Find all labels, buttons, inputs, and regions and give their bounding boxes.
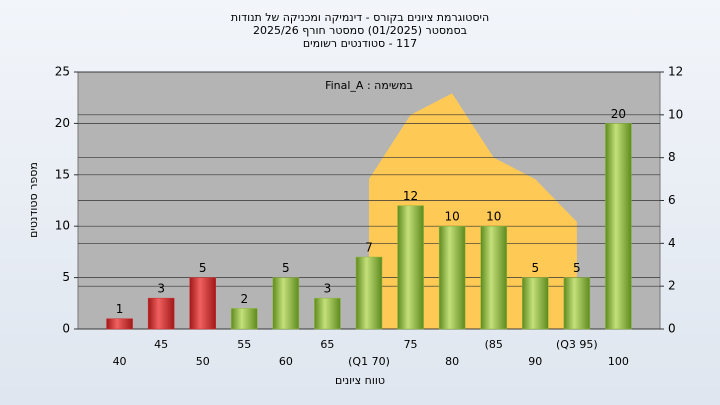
x-tick-label: 60: [279, 355, 293, 368]
bar: [397, 205, 424, 330]
y2-tick-label: 12: [668, 65, 683, 79]
data-label: 12: [403, 189, 418, 203]
bar: [605, 123, 632, 330]
x-tick-label: 90: [528, 355, 542, 368]
y-tick-label: 0: [62, 322, 70, 336]
y2-tick-label: 10: [668, 107, 683, 121]
data-label: 5: [282, 261, 290, 275]
x-tick-label: 55: [237, 338, 251, 351]
chart-subtitle: בסמסטר (01/2025) סמסטר חורף 2025/26: [253, 24, 467, 37]
bar: [355, 256, 383, 330]
bar: [189, 277, 216, 330]
data-label: 5: [531, 261, 539, 275]
x-tick-label: 65: [320, 338, 334, 351]
y2-tick-label: 8: [668, 150, 676, 164]
bar: [438, 225, 466, 330]
chart-subtitle: 117 - סטודנטים רשומים: [303, 37, 417, 50]
x-tick-label: (85: [485, 338, 503, 351]
x-tick-label: 50: [196, 355, 210, 368]
y-tick-label: 10: [55, 219, 70, 233]
y-tick-label: 20: [55, 116, 70, 130]
x-tick-label: (Q3 95): [556, 338, 598, 351]
y2-tick-label: 0: [668, 322, 676, 336]
data-label: 1: [116, 302, 124, 316]
data-label: 5: [199, 261, 207, 275]
x-tick-label: 45: [154, 338, 168, 351]
y-tick-label: 5: [62, 270, 70, 284]
y2-tick-label: 2: [668, 279, 676, 293]
bar: [106, 318, 133, 330]
data-label: 3: [157, 282, 165, 296]
y2-tick-label: 4: [668, 236, 676, 250]
x-axis-label: טווח ציונים: [335, 374, 385, 387]
data-label: 20: [611, 107, 626, 121]
data-label: 5: [573, 261, 581, 275]
y-tick-label: 25: [55, 65, 70, 79]
data-label: 3: [324, 282, 332, 296]
y2-tick-label: 6: [668, 193, 676, 207]
x-tick-label: 40: [113, 355, 127, 368]
x-tick-label: 75: [404, 338, 418, 351]
bar: [563, 277, 591, 330]
bar: [272, 277, 300, 330]
data-label: 10: [486, 210, 501, 224]
bar: [231, 308, 258, 330]
data-label: 2: [240, 292, 248, 306]
y-axis-label: מספר סטודנטים: [27, 162, 40, 238]
x-tick-label: (Q1 70): [348, 355, 390, 368]
x-tick-label: 100: [608, 355, 629, 368]
data-label: 10: [445, 210, 460, 224]
bar: [480, 225, 507, 330]
y-tick-label: 15: [55, 167, 70, 181]
data-label: 7: [365, 241, 373, 255]
chart-title: היסטוגרמת ציונים בקורס - דינמיקה ומכניקה…: [231, 11, 489, 24]
bar: [522, 277, 549, 330]
bar: [314, 297, 341, 330]
x-tick-label: 80: [445, 355, 459, 368]
bar: [147, 297, 175, 330]
annotation: במשימה : Final_A: [325, 79, 413, 92]
